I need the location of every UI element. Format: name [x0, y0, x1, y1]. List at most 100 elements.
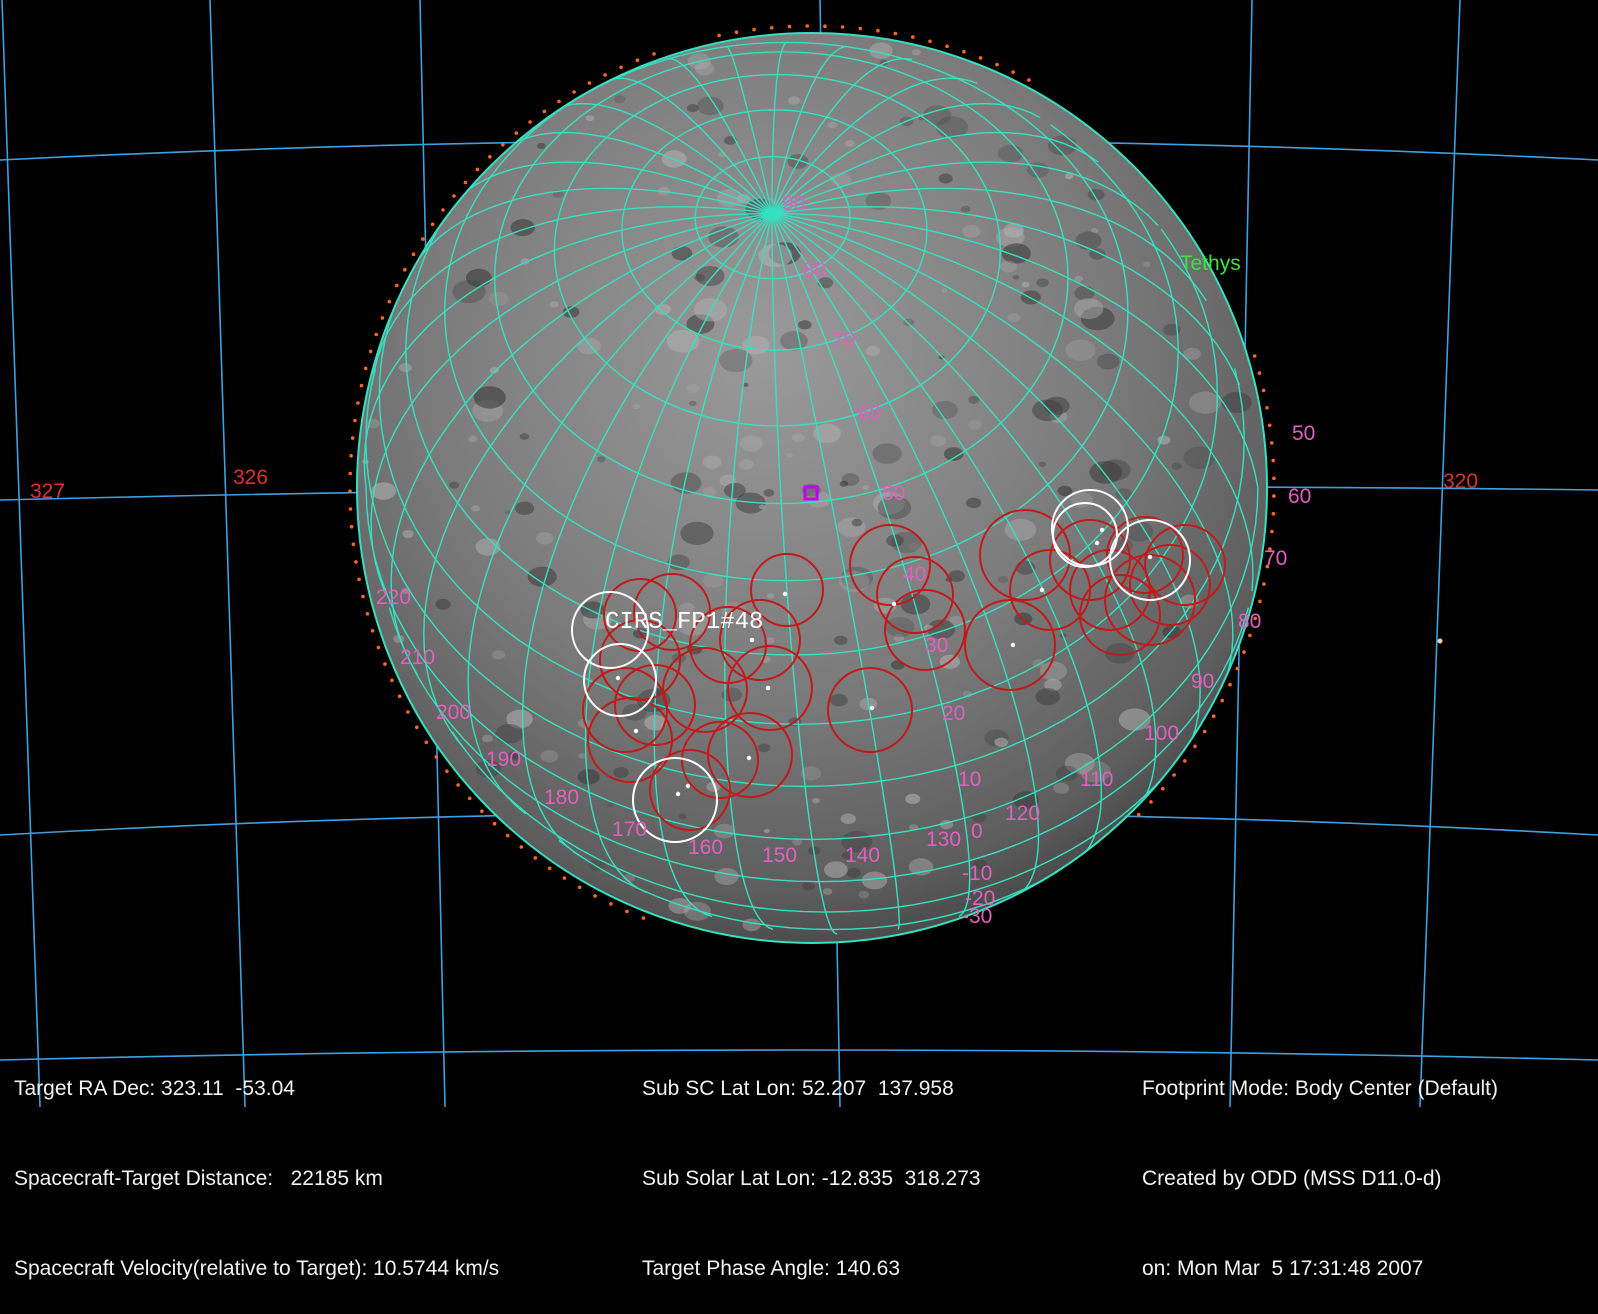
limb-dot	[505, 833, 510, 838]
footprint-circle[interactable]	[614, 664, 696, 746]
limb-dot	[1172, 773, 1176, 777]
longitude-line	[771, 213, 838, 935]
limb-dot	[1228, 682, 1232, 687]
footprint-selected[interactable]	[1109, 519, 1191, 601]
latitude-label: 20	[942, 702, 965, 725]
star-dot	[1437, 638, 1443, 644]
footprint-label[interactable]: CIRS_FP1#48	[605, 609, 763, 636]
longitude-line	[771, 212, 1259, 489]
crater	[862, 485, 869, 490]
longitude-label: 220	[376, 586, 411, 609]
crater	[1057, 485, 1073, 497]
footprint-circle[interactable]	[884, 589, 966, 671]
limb-dot	[1211, 714, 1216, 718]
crater	[1115, 488, 1132, 500]
limb-dot	[390, 678, 394, 683]
limb-dot	[603, 73, 607, 77]
limb-dot	[1253, 616, 1257, 621]
longitude-line	[771, 213, 971, 918]
footprint-circle[interactable]	[849, 524, 931, 606]
crater	[515, 501, 535, 515]
limb-dot	[397, 694, 402, 699]
longitude-line	[370, 212, 773, 592]
crater	[792, 838, 803, 846]
sub-spacecraft-marker[interactable]	[803, 485, 819, 501]
crater	[1074, 275, 1084, 282]
limb-dot	[1272, 494, 1276, 498]
footprint-circle[interactable]	[964, 599, 1056, 691]
crater	[736, 193, 751, 204]
crater	[865, 346, 881, 356]
footprint-circle[interactable]	[1106, 516, 1184, 594]
limb-dot	[1270, 529, 1274, 534]
footprint-circle[interactable]	[649, 749, 731, 831]
crater	[507, 751, 521, 762]
footprint-selected[interactable]	[571, 591, 649, 669]
longitude-line	[584, 213, 773, 894]
footprint-selected[interactable]	[632, 757, 718, 843]
planet-footprint-view[interactable]: Tethys CIRS_FP1#48 327 326 320 90 80 70 60 50 4…	[0, 0, 1598, 1107]
limb-dot	[467, 796, 472, 801]
crater	[841, 851, 852, 859]
crater	[614, 95, 626, 104]
footprint-circle[interactable]	[1144, 524, 1226, 606]
footprint-circle[interactable]	[582, 667, 668, 753]
limb-dot	[488, 155, 492, 159]
crater	[1012, 275, 1020, 280]
crater	[537, 143, 546, 149]
footprint-circle[interactable]	[1129, 544, 1211, 626]
footprint-selected[interactable]	[1052, 502, 1118, 568]
crater	[465, 268, 492, 287]
footprint-center	[633, 728, 639, 734]
target-phase-angle: Target Phase Angle: 140.63	[642, 1257, 901, 1280]
crater	[1091, 228, 1099, 234]
limb-dot	[1271, 458, 1275, 463]
crater	[721, 687, 743, 702]
created-date: on: Mon Mar 5 17:31:48 2007	[1142, 1257, 1424, 1280]
crater	[807, 491, 831, 508]
footprint-circle[interactable]	[587, 697, 673, 783]
footprints[interactable]	[571, 489, 1226, 843]
crater	[519, 433, 530, 440]
footprint-center	[615, 675, 621, 681]
limb-dot	[1149, 800, 1153, 804]
limb-dot	[349, 524, 354, 529]
crater	[763, 828, 770, 834]
crater	[798, 320, 812, 330]
limb-dot	[945, 44, 949, 48]
limb-dot	[787, 24, 792, 29]
crater	[908, 542, 920, 551]
crater	[813, 423, 841, 444]
crater	[596, 456, 606, 463]
crater	[822, 888, 833, 895]
limb-dot	[349, 454, 353, 458]
crater	[1065, 339, 1096, 361]
limb-dots	[348, 24, 1276, 920]
footprint-circle[interactable]	[1079, 574, 1161, 656]
limb-dot	[363, 366, 368, 371]
spacecraft-target-distance: Spacecraft-Target Distance: 22185 km	[14, 1167, 383, 1190]
ra-label: 326	[233, 466, 268, 489]
limb-dot	[441, 208, 445, 212]
crater	[678, 602, 695, 614]
crater	[998, 576, 1009, 584]
crater	[967, 419, 983, 430]
limb-dot	[357, 577, 361, 582]
crater	[632, 403, 641, 410]
footprint-circle[interactable]	[727, 645, 813, 731]
limb-dot	[1258, 599, 1262, 604]
crater	[473, 386, 506, 409]
crater	[1089, 248, 1106, 260]
footprint-circle[interactable]	[876, 556, 954, 634]
limb-dot	[434, 755, 439, 759]
longitude-line	[771, 45, 848, 214]
crater	[788, 96, 801, 105]
footprint-circle[interactable]	[681, 721, 759, 799]
footprint-center	[1147, 554, 1153, 560]
crater	[399, 363, 412, 373]
footprint-circle[interactable]	[827, 667, 913, 753]
footprint-mode: Footprint Mode: Body Center (Default)	[1142, 1077, 1498, 1100]
footprint-selected[interactable]	[583, 643, 657, 717]
footprint-circle[interactable]	[719, 599, 801, 681]
footprint-circle[interactable]	[750, 553, 824, 627]
